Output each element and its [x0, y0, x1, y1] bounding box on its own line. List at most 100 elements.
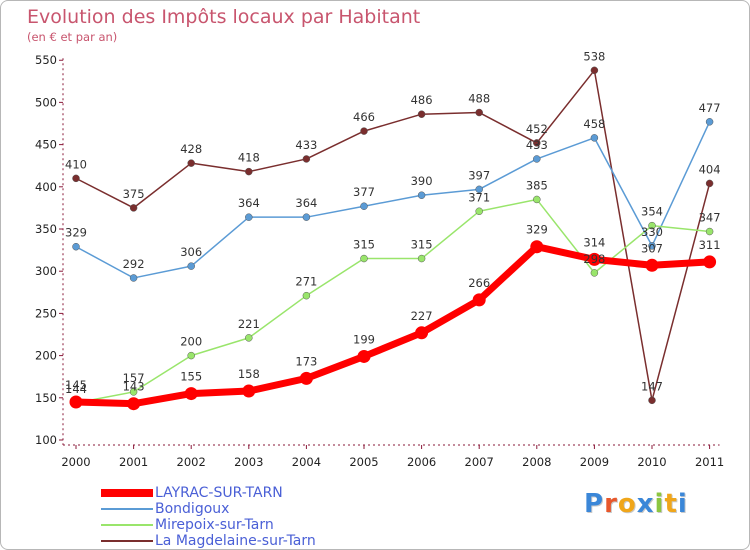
data-point [357, 349, 371, 363]
data-label: 315 [353, 238, 375, 252]
logo-letter: i [654, 489, 665, 519]
data-label: 144 [65, 382, 87, 396]
data-label: 488 [468, 92, 490, 106]
series-line-2 [75, 198, 711, 404]
data-point [187, 351, 195, 360]
data-point [645, 258, 659, 272]
y-tick-label: 350 [35, 222, 57, 236]
data-point [184, 387, 198, 401]
data-label: 330 [641, 225, 663, 239]
data-point [533, 195, 541, 204]
data-point [415, 326, 429, 340]
data-label: 315 [411, 238, 433, 252]
data-label: 145 [65, 378, 87, 392]
data-label: 147 [641, 379, 663, 393]
logo-letter: o [617, 489, 637, 519]
data-point [360, 254, 368, 263]
data-point [648, 242, 656, 250]
data-point [475, 108, 483, 117]
data-label: 428 [180, 142, 202, 156]
data-point [472, 293, 486, 307]
x-tick-label: 2003 [234, 455, 263, 469]
data-point [245, 334, 253, 342]
series-line-0 [72, 243, 714, 408]
legend-swatch [101, 540, 153, 542]
data-point [127, 397, 141, 411]
data-label: 155 [180, 370, 202, 384]
data-label: 418 [238, 151, 260, 165]
data-label: 292 [123, 257, 145, 271]
data-point [590, 66, 599, 75]
data-label: 199 [353, 332, 375, 346]
data-point [187, 159, 195, 167]
data-point [705, 179, 714, 188]
x-tick-label: 2000 [61, 455, 90, 469]
data-label: 486 [411, 93, 433, 107]
data-labels: 410 375 428 418 433 466 486 488 452 538 147 404 329 2… [65, 49, 721, 396]
data-point [245, 167, 253, 176]
data-point [533, 155, 541, 163]
data-label: 143 [123, 380, 145, 394]
y-tick-label: 200 [35, 349, 57, 363]
y-tick-label: 300 [35, 264, 57, 278]
data-label: 433 [526, 138, 548, 152]
data-point [587, 252, 601, 266]
data-label: 329 [526, 223, 548, 237]
data-point [360, 127, 368, 135]
data-point [302, 155, 311, 163]
y-tick-label: 100 [35, 433, 57, 447]
data-point [417, 191, 426, 199]
data-label: 266 [468, 276, 490, 290]
x-tick-label: 2002 [177, 455, 206, 469]
data-label: 200 [180, 335, 202, 349]
legend-swatch [101, 489, 153, 497]
data-point [72, 174, 80, 183]
data-label: 385 [526, 178, 548, 192]
legend-swatch [101, 508, 153, 510]
data-label: 364 [295, 196, 317, 210]
y-tick-label: 450 [35, 138, 57, 152]
series-layer [69, 66, 717, 411]
data-label: 433 [295, 138, 317, 152]
legend-label: La Magdelaine-sur-Tarn [155, 533, 316, 549]
data-label: 538 [583, 49, 605, 63]
data-point [187, 262, 195, 270]
data-label: 404 [699, 162, 721, 176]
data-point [648, 221, 656, 230]
y-tick-label: 550 [35, 53, 57, 67]
x-tick-label: 2011 [695, 455, 724, 469]
data-point [417, 110, 426, 118]
chart-subtitle: (en € et par an) [27, 30, 118, 44]
legend-label: LAYRAC-SUR-TARN [155, 485, 283, 501]
data-label: 173 [295, 354, 317, 368]
legend-swatch [101, 524, 153, 526]
data-point [360, 202, 368, 210]
data-label: 390 [411, 174, 433, 188]
data-point [72, 242, 80, 251]
proxiti-logo: Proxiti [584, 489, 688, 519]
data-point [648, 396, 656, 405]
data-point [590, 269, 599, 277]
data-label: 371 [468, 190, 490, 204]
logo-letter: i [677, 489, 688, 519]
data-label: 377 [353, 185, 375, 199]
data-label: 329 [65, 226, 87, 240]
x-tick-label: 2007 [465, 455, 494, 469]
data-point [417, 254, 426, 263]
data-label: 354 [641, 205, 663, 219]
data-label: 375 [123, 187, 145, 201]
data-label: 221 [238, 317, 260, 331]
data-label: 410 [65, 157, 87, 171]
data-label: 466 [353, 110, 375, 124]
data-label: 306 [180, 245, 202, 259]
x-tick-label: 2009 [580, 455, 609, 469]
x-tick-label: 2008 [522, 455, 551, 469]
data-label: 458 [583, 117, 605, 131]
data-point [530, 240, 544, 254]
data-point [302, 291, 311, 300]
series-line-3 [75, 69, 711, 402]
data-label: 307 [641, 241, 663, 255]
data-point [129, 274, 138, 282]
